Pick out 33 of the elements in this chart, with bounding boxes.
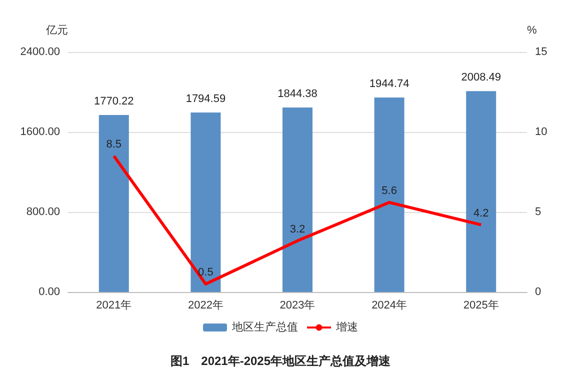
data-label: 8.5 [106,138,122,150]
data-label: 1770.22 [94,95,134,108]
legend-label: 地区生产总值 [231,320,298,334]
data-label: 1794.59 [186,93,226,106]
text: 图1 2021年-2025年地区生产总值及增速 [170,354,392,368]
legend-label: 增速 [335,320,358,334]
x-tick-label: 2022年 [188,300,224,312]
data-label: 3.2 [290,223,306,236]
bar [466,91,496,292]
data-label: 0.5 [198,266,214,278]
x-tick-label: 2023年 [280,300,316,312]
y-tick-label: 2400.00 [20,46,60,58]
data-label: 1844.38 [278,88,318,100]
bar [282,108,312,292]
data-label: 1944.74 [369,78,410,90]
data-label: 5.6 [382,184,397,197]
data-label: 2008.49 [461,72,501,84]
x-tick-label: 2021年 [96,300,132,312]
y2-tick-label: 10 [535,126,548,138]
y2-axis-title: % [527,24,537,36]
y-tick-label: 800.00 [26,206,60,218]
y2-tick-label: 15 [535,46,548,58]
y-axis-title: 亿元 [45,24,68,36]
bar [98,114,129,292]
bar [374,98,404,292]
x-tick-label: 2024年 [372,300,408,312]
y2-tick-label: 5 [535,206,542,218]
y2-tick-label: 0 [535,286,542,298]
y-tick-label: 1600.00 [20,126,60,138]
bar [190,112,221,292]
data-label: 4.2 [473,207,489,220]
y-tick-label: 0.00 [38,286,60,298]
x-tick-label: 2025年 [463,300,499,312]
